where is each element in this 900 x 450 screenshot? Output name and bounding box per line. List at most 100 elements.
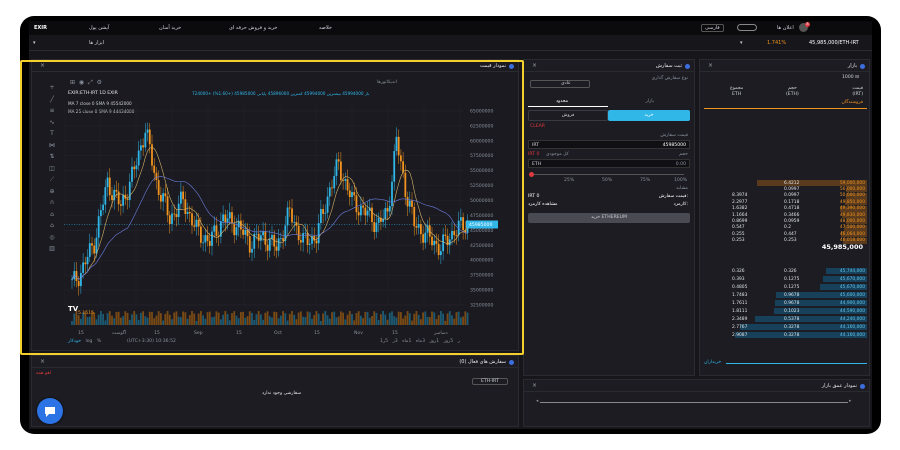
view-fee-link[interactable]: مشاهده کارمزد — [528, 202, 558, 207]
tf-item[interactable]: 5روز — [443, 339, 454, 344]
timezone[interactable]: (UTC+3:30) 10:36:52 — [127, 339, 176, 344]
language-select[interactable]: فارسی — [701, 23, 724, 32]
tf-item[interactable]: 1روز — [429, 339, 440, 344]
buy-tab-button[interactable]: خرید — [608, 110, 690, 121]
zoom-icon[interactable]: ⊕ — [49, 187, 55, 195]
log-toggle[interactable]: log — [85, 339, 93, 344]
ask-row[interactable]: 50,000,000 0.0997 8.3974 — [704, 192, 867, 199]
camera-icon[interactable]: ◉ — [78, 79, 85, 86]
theme-toggle[interactable] — [737, 24, 757, 31]
bid-row[interactable]: 44,160,000 0.3278 2.9087 — [704, 332, 867, 338]
clear-button[interactable]: CLEAR — [530, 124, 546, 129]
ask-row[interactable]: 48,000,000 0.0959 0.8699 — [704, 218, 867, 225]
tf-item[interactable]: 5ر — [382, 339, 389, 344]
bid-total: 1.8111 — [732, 308, 748, 314]
chat-button[interactable] — [37, 398, 63, 424]
bid-row[interactable]: 44,240,000 0.5378 2.3489 — [704, 316, 867, 322]
slider-75[interactable]: 75% — [640, 178, 651, 183]
lock-icon[interactable]: ⌂ — [50, 210, 54, 218]
indicators-button[interactable]: اندیکاتورها — [377, 80, 397, 85]
volume-bar — [435, 318, 438, 325]
bid-row[interactable]: 45,670,000 0.1275 0.393 — [704, 276, 867, 282]
tf-item[interactable]: 1ماه — [402, 339, 412, 344]
trash-icon[interactable]: ▥ — [49, 245, 55, 252]
add-symbol-icon[interactable]: ⊞ — [70, 79, 76, 86]
forecast-icon[interactable]: ⇅ — [49, 153, 55, 160]
menu-item-easy-buy[interactable]: خرید آسان — [159, 25, 182, 31]
candle — [342, 180, 345, 181]
amount-input[interactable]: ETH 0.00 — [528, 159, 690, 168]
ask-row[interactable]: 59,000,000 6.4212 — [704, 180, 867, 186]
bid-row[interactable]: 45,670,000 0.1275 0.4805 — [704, 284, 867, 290]
tools-menu[interactable]: ابزار ها — [89, 40, 105, 46]
slider-25[interactable]: 25% — [564, 178, 575, 183]
trendline-icon[interactable]: ╱ — [50, 95, 54, 103]
settings-icon[interactable]: ⚙ — [96, 79, 102, 86]
ask-row[interactable]: 49,850,000 0.1718 2.2977 — [704, 199, 867, 206]
percent-toggle[interactable]: % — [96, 339, 102, 344]
cancel-all-button[interactable]: لغو همه — [36, 371, 51, 376]
slider-100[interactable]: 100% — [674, 178, 688, 183]
eye-icon[interactable]: ◎ — [49, 233, 55, 241]
notifications-link[interactable]: اعلان ها — [777, 25, 794, 31]
submit-buy-button[interactable]: خرید ETHEREUM — [528, 213, 690, 223]
close-icon[interactable]: × — [532, 62, 538, 69]
amount-slider[interactable] — [532, 174, 684, 175]
volume-bar — [333, 311, 336, 325]
sell-tab-button[interactable]: فروش — [528, 110, 608, 121]
pair-filter[interactable]: ETH-IRT — [472, 378, 508, 385]
tf-item[interactable]: 3ر — [392, 339, 398, 344]
bid-amount: 0.326 — [784, 268, 797, 274]
ask-row[interactable]: 46,064,000 0.447 0.255 — [704, 231, 867, 238]
candlestick-chart[interactable]: 65000000 62500000 60000000 57500000 55000000… — [64, 100, 512, 340]
auto-toggle[interactable]: خودکار — [68, 339, 82, 344]
chevron-down-icon[interactable]: ▾ — [33, 40, 36, 46]
candle — [244, 229, 247, 235]
crosshair-icon[interactable]: + — [49, 84, 55, 91]
chevron-down-icon[interactable]: ▾ — [740, 40, 743, 46]
tf-item[interactable]: 1ر — [380, 339, 460, 344]
close-icon[interactable]: × — [532, 382, 538, 389]
tf-item[interactable]: 3ماه — [415, 339, 426, 344]
price-input[interactable]: IRT 45985000 — [528, 140, 690, 149]
volume-bar — [231, 313, 233, 325]
lock2-icon[interactable]: ⌂ — [50, 222, 54, 229]
ask-row[interactable]: 49,830,000 0.3466 1.1664 — [704, 212, 867, 218]
chevron-left-icon[interactable]: ◂ — [536, 399, 539, 404]
shapes-icon[interactable]: ◫ — [49, 164, 55, 172]
ask-row[interactable]: 47,500,000 0.2 0.547 — [704, 224, 867, 231]
candle — [191, 213, 193, 226]
price-tag-text: 45985000 — [469, 222, 492, 228]
close-icon[interactable]: × — [708, 62, 714, 69]
menu-item-pro-trade[interactable]: خرید و فروش حرفه ای — [229, 25, 278, 31]
pattern-icon[interactable]: ⋈ — [49, 141, 55, 149]
ruler-icon[interactable]: ⟋ — [49, 176, 55, 183]
bid-row[interactable]: 44,900,000 0.9678 1.7611 — [704, 300, 867, 306]
candle — [462, 217, 465, 231]
close-icon[interactable]: × — [40, 358, 46, 365]
brush-icon[interactable]: ∿ — [49, 118, 55, 126]
pair-selector[interactable]: 45,985,000/ETH-IRT — [809, 40, 859, 46]
bid-row[interactable]: 44,160,000 0.3278 2.7767 — [704, 324, 867, 330]
fib-icon[interactable]: ≡ — [49, 107, 55, 114]
close-icon[interactable]: × — [40, 62, 46, 69]
bid-row[interactable]: 45,600,000 0.9678 1.7483 — [704, 292, 867, 298]
slider-50[interactable]: 50% — [602, 178, 613, 183]
magnet-icon[interactable]: ∩ — [49, 199, 55, 206]
grouping-select[interactable]: 1000 ⊟ — [842, 75, 859, 80]
menu-item-summary[interactable]: خلاصه — [319, 25, 333, 31]
chevron-right-icon[interactable]: ▸ — [849, 399, 852, 404]
text-icon[interactable]: T — [50, 130, 54, 137]
ask-row[interactable]: 46,018,000 0.253 0.253 — [704, 237, 867, 244]
bid-row[interactable]: 44,590,000 0.1023 1.8111 — [704, 308, 867, 314]
avatar[interactable] — [799, 23, 808, 32]
fullscreen-icon[interactable]: ⤢ — [87, 79, 93, 86]
tab-market[interactable]: بازار — [645, 99, 654, 104]
menu-item-options[interactable]: آپشن پول — [89, 25, 110, 31]
slider-handle[interactable] — [529, 171, 534, 177]
ask-row[interactable]: 56,000,000 0.0997 — [704, 186, 867, 193]
order-type-select[interactable]: عادی — [530, 80, 590, 88]
bid-row[interactable]: 45,744,000 0.326 0.326 — [704, 268, 867, 274]
tab-limit[interactable]: محدود — [556, 99, 569, 104]
ask-row[interactable]: 49,390,000 0.4718 1.6382 — [704, 205, 867, 212]
